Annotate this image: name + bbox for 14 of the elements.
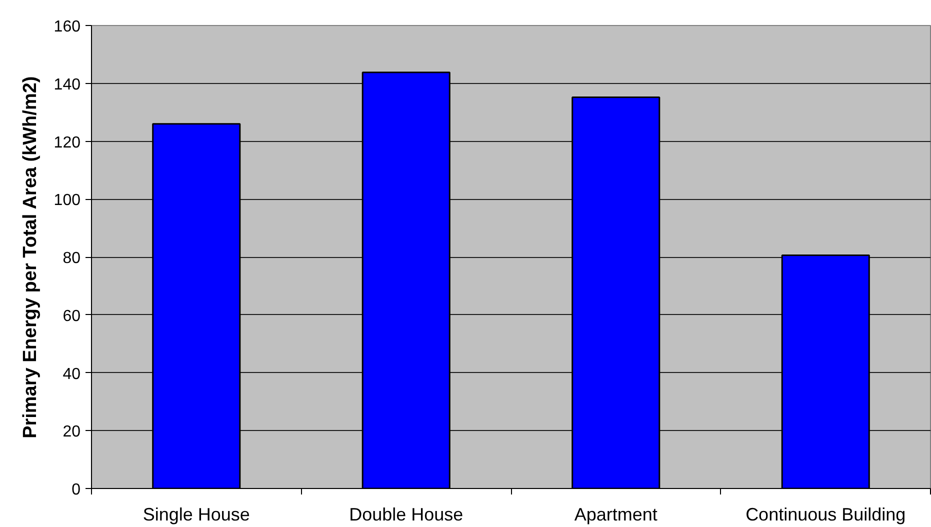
y-axis-title: Primary Energy per Total Area (kWh/m2)	[20, 76, 41, 438]
x-tick-label: Apartment	[574, 504, 658, 524]
y-tick-label: 0	[72, 482, 81, 498]
x-tick-label: Double House	[349, 504, 464, 524]
y-tick-label: 60	[62, 308, 81, 325]
x-tick-label: Continuous Building	[746, 504, 906, 524]
y-tick-label: 160	[54, 18, 81, 36]
y-tick-label: 40	[62, 366, 81, 383]
y-tick-label: 140	[54, 76, 81, 94]
y-tick-label: 20	[62, 424, 81, 441]
x-tick-label: Single House	[142, 504, 250, 524]
y-tick-label: 80	[62, 250, 81, 267]
y-tick-label: 100	[54, 192, 81, 210]
y-tick-label: 120	[54, 134, 81, 152]
